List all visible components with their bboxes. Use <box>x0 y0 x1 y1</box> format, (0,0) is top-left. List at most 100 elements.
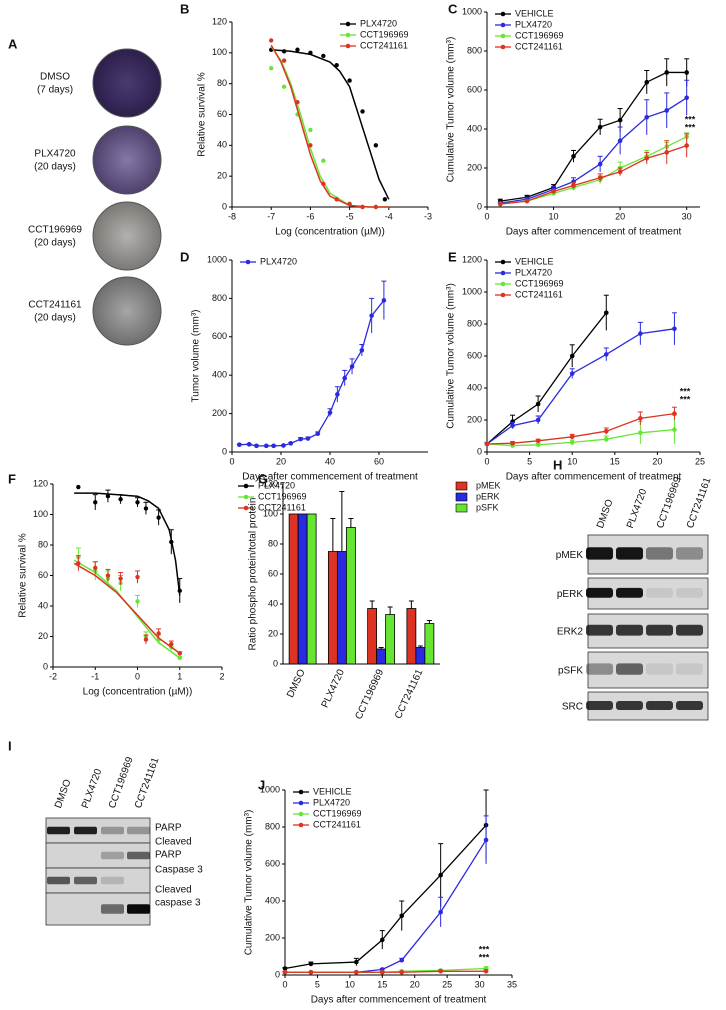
y-tick-label: 40 <box>38 600 48 610</box>
series-line <box>486 312 607 445</box>
lane-label: CCT241161 <box>133 756 162 810</box>
blot-band <box>586 701 613 710</box>
blot-strip <box>587 651 709 689</box>
data-point <box>269 66 274 71</box>
fit-curve <box>271 49 390 200</box>
plate-label: CCT196969 <box>28 225 82 236</box>
data-point <box>617 138 623 143</box>
x-tick-label: 5 <box>527 456 532 466</box>
blot-band <box>646 663 673 675</box>
legend-marker <box>345 43 351 49</box>
bar <box>415 647 426 665</box>
bar <box>297 513 308 665</box>
data-point <box>237 442 242 448</box>
y-tick-label: 80 <box>217 78 227 88</box>
x-tick-label: -8 <box>228 211 236 221</box>
bar <box>345 527 356 665</box>
lane-label: DMSO <box>53 778 74 810</box>
data-point <box>342 375 348 381</box>
blot-band <box>101 876 124 885</box>
lane-label: CCT196969 <box>107 755 136 810</box>
lane-label: CCT196969 <box>655 475 684 530</box>
data-point <box>281 58 287 63</box>
data-point <box>535 401 541 407</box>
data-point <box>76 561 81 566</box>
data-point <box>569 353 575 359</box>
panel-letter: G <box>258 471 268 486</box>
data-point <box>399 913 405 919</box>
x-tick-label: CCT196969 <box>353 667 386 721</box>
x-tick-label: 10 <box>549 211 559 221</box>
legend-marker <box>243 494 249 500</box>
data-point <box>524 198 530 204</box>
axis <box>231 260 428 453</box>
series-line <box>285 839 487 973</box>
row-label: caspase 3 <box>155 898 201 909</box>
series-line <box>500 136 687 205</box>
data-point <box>177 655 182 661</box>
y-tick-label: 80 <box>268 538 278 548</box>
x-tick-label: 0 <box>484 211 489 221</box>
data-point <box>308 969 314 975</box>
data-point <box>373 143 379 148</box>
y-tick-label: 0 <box>477 446 482 456</box>
blot-band <box>127 904 150 914</box>
bar <box>376 648 387 665</box>
data-point <box>672 427 677 432</box>
x-tick-label: 20 <box>652 456 662 466</box>
y-tick-label: 1000 <box>462 6 482 16</box>
row-label: Caspase 3 <box>155 865 203 876</box>
panel-letter: F <box>8 471 16 486</box>
annotation: *** <box>680 386 691 396</box>
legend-label: VEHICLE <box>313 786 352 796</box>
legend-label: PLX4720 <box>360 18 397 28</box>
legend-label: PLX4720 <box>260 256 297 266</box>
y-tick-label: 40 <box>217 140 227 150</box>
legend-marker <box>500 44 506 50</box>
y-tick-label: 1200 <box>462 254 482 264</box>
legend-marker <box>298 789 304 795</box>
data-point <box>143 506 149 511</box>
blot-band <box>586 663 613 675</box>
data-point <box>535 442 541 448</box>
blot-strip <box>45 817 151 844</box>
x-tick-label: -3 <box>424 211 432 221</box>
legend-marker <box>243 483 249 489</box>
x-tick-label: 35 <box>507 979 517 989</box>
legend-label: VEHICLE <box>515 8 554 18</box>
data-point <box>684 95 689 101</box>
legend-label: PLX4720 <box>515 19 552 29</box>
data-point <box>359 347 365 353</box>
row-label: SRC <box>562 702 583 713</box>
x-tick-label: 0 <box>484 456 489 466</box>
blot-band <box>616 701 643 710</box>
data-point <box>354 969 359 975</box>
data-point <box>644 115 650 120</box>
legend-label: CCT241161 <box>313 819 361 829</box>
data-point <box>360 204 365 210</box>
data-point <box>664 150 670 155</box>
x-tick-label: 10 <box>567 456 577 466</box>
y-tick-label: 0 <box>222 446 227 456</box>
y-tick-label: 200 <box>265 932 280 942</box>
plate-label: (20 days) <box>34 162 76 173</box>
x-tick-label: -1 <box>91 671 99 681</box>
plate-label: (7 days) <box>37 85 73 96</box>
y-tick-label: 1000 <box>207 254 227 264</box>
data-point <box>438 909 443 915</box>
data-point <box>603 428 609 434</box>
blot-band <box>676 663 703 675</box>
blot-band <box>47 876 70 885</box>
data-point <box>321 181 326 187</box>
data-point <box>105 494 111 499</box>
data-point <box>617 117 623 123</box>
x-tick-label: -2 <box>49 671 57 681</box>
data-point <box>321 53 326 59</box>
data-point <box>510 440 515 446</box>
data-point <box>569 434 575 440</box>
y-tick-label: 400 <box>467 382 482 392</box>
fit-curve <box>73 559 181 659</box>
data-point <box>638 331 643 336</box>
row-label: pMEK <box>556 550 584 561</box>
